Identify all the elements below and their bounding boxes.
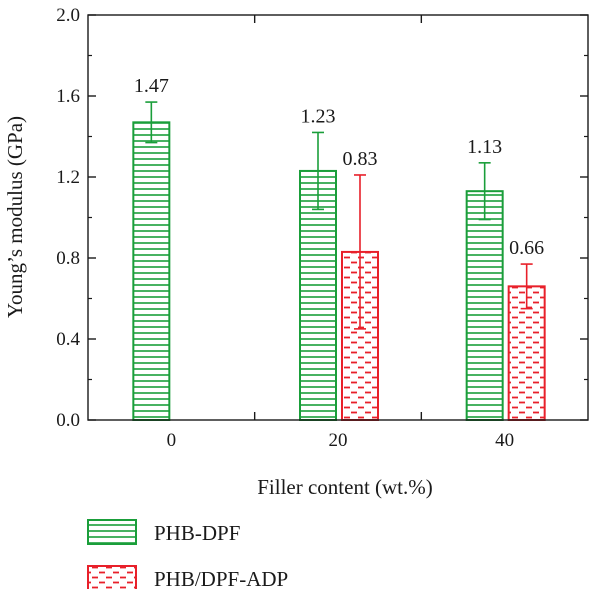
axes: 0.0 0.4 0.8 1.2 1.6 2.0 0 20 40	[56, 5, 589, 451]
legend-swatch	[87, 565, 137, 589]
x-tick-label: 40	[495, 430, 514, 451]
y-axis-label: Young’s modulus (GPa)	[3, 116, 27, 318]
y-tick-label: 0.8	[56, 248, 80, 269]
y-tick-label: 0.0	[56, 410, 80, 431]
legend-swatch	[87, 519, 137, 545]
y-tick-label: 1.2	[56, 167, 80, 188]
bar-phb-dpf	[465, 190, 504, 421]
data-label: 0.66	[509, 237, 544, 259]
bar-phb-dpf	[132, 121, 171, 421]
data-label: 1.13	[467, 136, 502, 158]
y-tick-label: 0.4	[56, 329, 80, 350]
legend-label: PHB/DPF-ADP	[154, 567, 288, 589]
bar-phb-dpf	[299, 169, 337, 421]
bars	[132, 121, 546, 421]
legend-label: PHB-DPF	[154, 521, 240, 545]
y-tick-label: 1.6	[56, 86, 80, 107]
x-axis-label: Filler content (wt.%)	[257, 475, 433, 499]
y-tick-label: 2.0	[56, 5, 80, 26]
error-bars	[145, 101, 533, 330]
data-label: 1.47	[134, 75, 169, 97]
legend: PHB-DPF PHB/DPF-ADP	[87, 519, 288, 589]
data-label: 0.83	[343, 148, 378, 170]
x-tick-label: 0	[167, 430, 177, 451]
x-tick-label: 20	[329, 430, 348, 451]
data-labels: 1.47 1.23 1.13 0.83 0.66	[134, 75, 544, 259]
data-label: 1.23	[301, 105, 336, 127]
